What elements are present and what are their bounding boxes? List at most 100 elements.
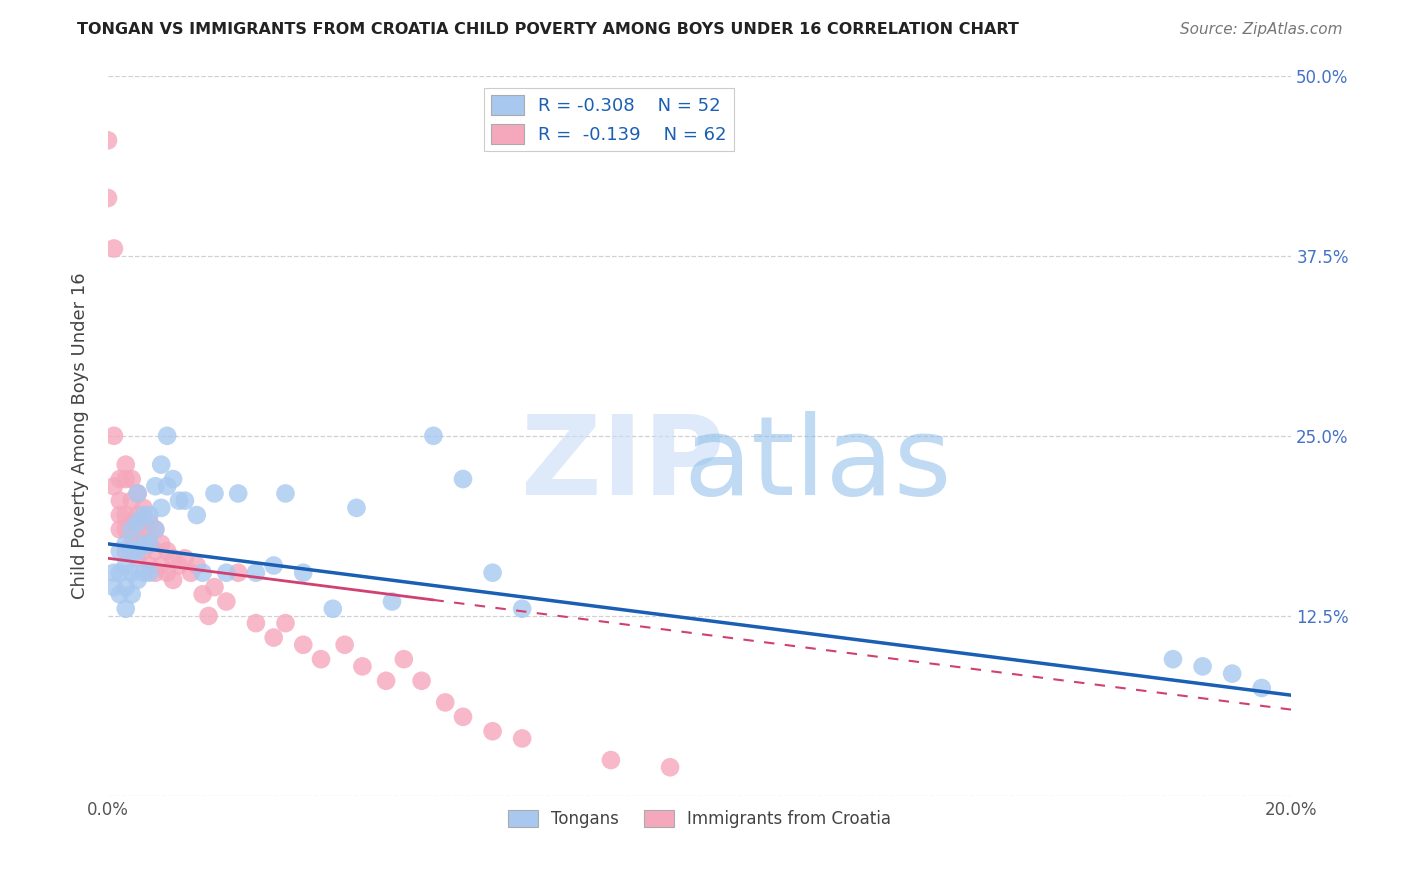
Point — [204, 580, 226, 594]
Point — [121, 516, 143, 530]
Point — [132, 500, 155, 515]
Point — [292, 638, 315, 652]
Point — [375, 673, 398, 688]
Point — [274, 486, 297, 500]
Text: Source: ZipAtlas.com: Source: ZipAtlas.com — [1180, 22, 1343, 37]
Point — [127, 508, 149, 522]
Point — [263, 558, 285, 573]
Point — [156, 566, 179, 580]
Point — [108, 472, 131, 486]
Point — [114, 580, 136, 594]
Point — [510, 601, 533, 615]
Point — [143, 523, 166, 537]
Point — [132, 544, 155, 558]
Point — [191, 566, 214, 580]
Point — [1220, 666, 1243, 681]
Point — [114, 544, 136, 558]
Point — [138, 516, 160, 530]
Text: TONGAN VS IMMIGRANTS FROM CROATIA CHILD POVERTY AMONG BOYS UNDER 16 CORRELATION : TONGAN VS IMMIGRANTS FROM CROATIA CHILD … — [77, 22, 1019, 37]
Point — [127, 516, 149, 530]
Point — [127, 486, 149, 500]
Point — [138, 566, 160, 580]
Point — [381, 594, 404, 608]
Point — [108, 566, 131, 580]
Point — [127, 551, 149, 566]
Point — [352, 659, 374, 673]
Point — [481, 566, 503, 580]
Y-axis label: Child Poverty Among Boys Under 16: Child Poverty Among Boys Under 16 — [72, 272, 89, 599]
Point — [103, 479, 125, 493]
Point — [103, 429, 125, 443]
Point — [108, 508, 131, 522]
Point — [226, 486, 249, 500]
Point — [114, 508, 136, 522]
Point — [114, 601, 136, 615]
Point — [322, 601, 344, 615]
Point — [132, 566, 155, 580]
Point — [156, 429, 179, 443]
Point — [333, 638, 356, 652]
Point — [121, 566, 143, 580]
Point — [659, 760, 682, 774]
Point — [121, 493, 143, 508]
Point — [215, 566, 238, 580]
Point — [103, 242, 125, 256]
Point — [132, 537, 155, 551]
Point — [197, 609, 219, 624]
Point — [1250, 681, 1272, 695]
Point — [346, 500, 368, 515]
Point — [127, 544, 149, 558]
Point — [114, 523, 136, 537]
Point — [600, 753, 623, 767]
Point — [127, 573, 149, 587]
Point — [121, 523, 143, 537]
Point — [121, 472, 143, 486]
Point — [97, 191, 120, 205]
Point — [1191, 659, 1213, 673]
Point — [451, 472, 474, 486]
Point — [1161, 652, 1184, 666]
Point — [186, 558, 208, 573]
Point — [97, 133, 120, 147]
Point — [143, 479, 166, 493]
Point — [127, 530, 149, 544]
Legend: Tongans, Immigrants from Croatia: Tongans, Immigrants from Croatia — [501, 803, 898, 835]
Point — [138, 537, 160, 551]
Point — [186, 508, 208, 522]
Point — [481, 724, 503, 739]
Point — [226, 566, 249, 580]
Point — [292, 566, 315, 580]
Point — [114, 472, 136, 486]
Point — [103, 566, 125, 580]
Point — [422, 429, 444, 443]
Point — [411, 673, 433, 688]
Point — [162, 472, 184, 486]
Point — [103, 580, 125, 594]
Point — [245, 566, 267, 580]
Point — [274, 616, 297, 631]
Text: ZIP: ZIP — [522, 411, 724, 518]
Point — [156, 544, 179, 558]
Point — [180, 566, 202, 580]
Point — [150, 458, 173, 472]
Point — [263, 631, 285, 645]
Point — [150, 558, 173, 573]
Point — [392, 652, 415, 666]
Point — [108, 587, 131, 601]
Text: atlas: atlas — [683, 411, 952, 518]
Point — [167, 558, 190, 573]
Point — [114, 458, 136, 472]
Point — [434, 695, 457, 709]
Point — [150, 500, 173, 515]
Point — [143, 566, 166, 580]
Point — [132, 523, 155, 537]
Point — [204, 486, 226, 500]
Point — [143, 544, 166, 558]
Point — [162, 551, 184, 566]
Point — [174, 551, 197, 566]
Point — [121, 537, 143, 551]
Point — [191, 587, 214, 601]
Point — [167, 493, 190, 508]
Point — [309, 652, 332, 666]
Point — [138, 558, 160, 573]
